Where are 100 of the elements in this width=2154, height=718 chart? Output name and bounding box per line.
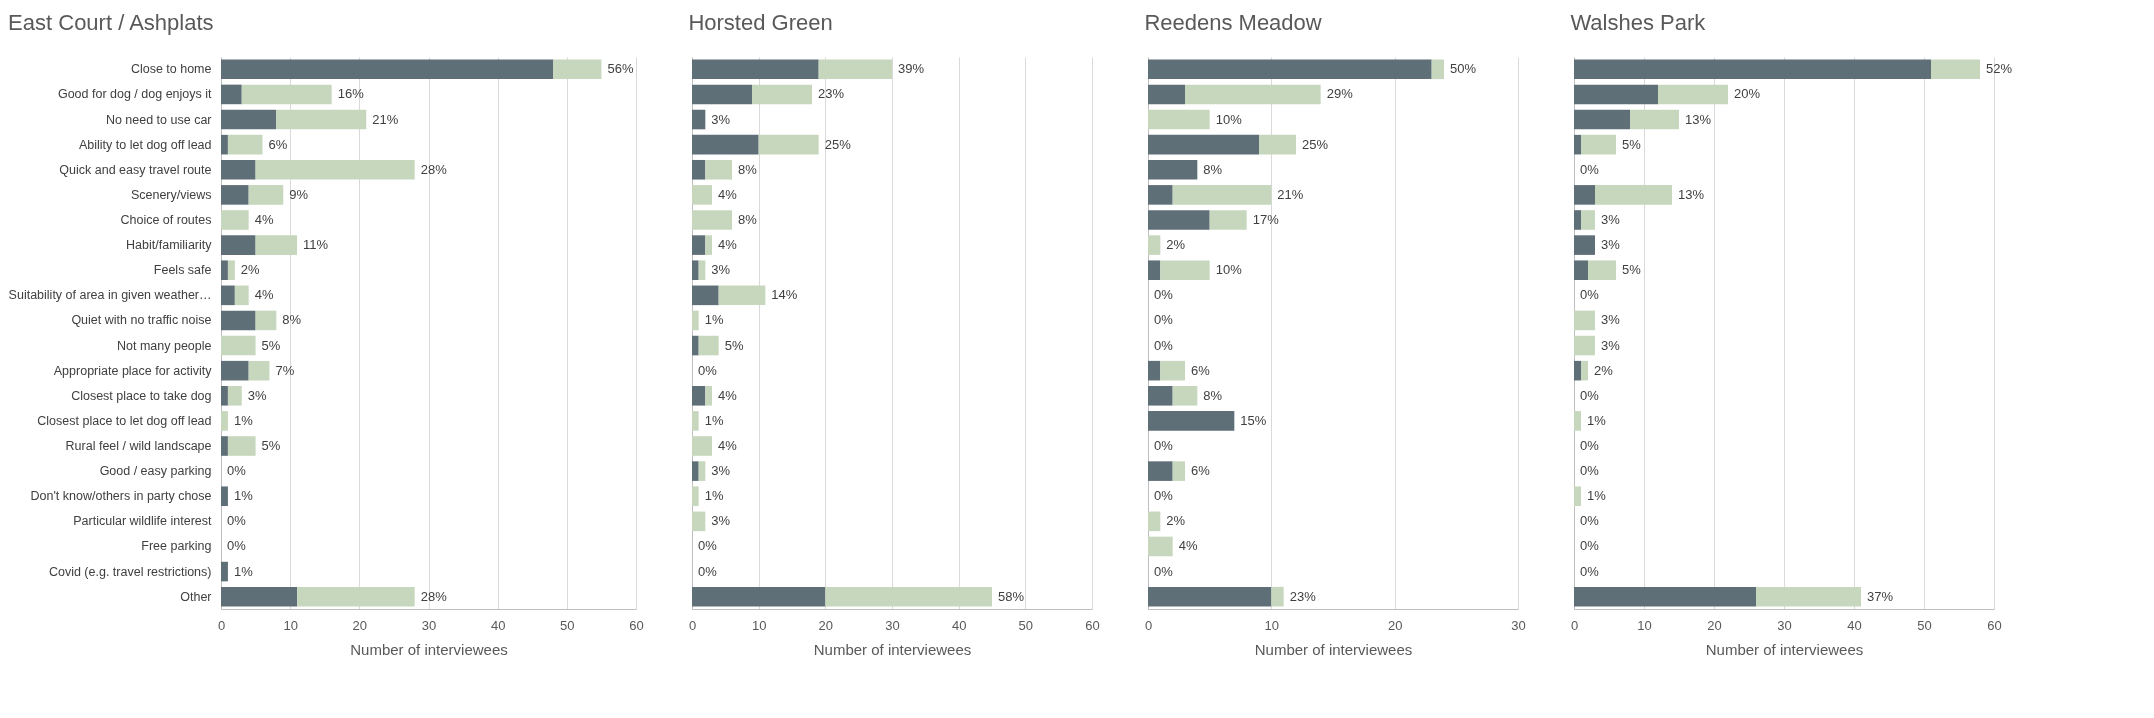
y-tick-label: Particular wildlife interest xyxy=(73,514,213,529)
annotation: 4% xyxy=(1178,538,1198,554)
annotation: 6% xyxy=(1191,362,1211,378)
annotation: 21% xyxy=(372,111,399,127)
x-tick-label: 20 xyxy=(1387,617,1403,633)
bar xyxy=(248,185,284,205)
annotation: 1% xyxy=(704,312,724,328)
annotation: 5% xyxy=(724,337,744,353)
x-tick-label: 40 xyxy=(1847,617,1862,633)
bar xyxy=(1259,134,1296,155)
bar xyxy=(752,84,812,105)
y-tick-label: Free parking xyxy=(141,539,212,554)
annotation: 0% xyxy=(1580,538,1600,554)
chart-title: Walshes Park xyxy=(1570,10,1707,35)
y-tick-label: Good for dog / dog enjoys it xyxy=(57,87,213,102)
bar xyxy=(705,385,712,406)
bar xyxy=(221,134,228,155)
x-tick-label: 30 xyxy=(1511,617,1526,633)
chart-title: Reedens Meadow xyxy=(1144,10,1322,35)
annotation: 8% xyxy=(1203,387,1223,403)
bar xyxy=(1160,260,1210,281)
x-tick-label: 20 xyxy=(352,617,368,633)
annotation: 0% xyxy=(1580,513,1600,529)
annotation: 4% xyxy=(718,438,738,454)
bar xyxy=(1148,159,1198,180)
bar xyxy=(1630,109,1679,130)
chart-title: East Court / Ashplats xyxy=(8,10,214,35)
annotation: 8% xyxy=(738,211,758,227)
annotation: 5% xyxy=(261,337,281,353)
bar xyxy=(1172,461,1185,481)
y-tick-label: Good / easy parking xyxy=(99,464,212,479)
bar xyxy=(1148,210,1210,230)
y-tick-label: Feels safe xyxy=(153,263,212,278)
bar xyxy=(1574,134,1581,155)
bar xyxy=(255,235,298,255)
bar xyxy=(1172,385,1198,406)
bar xyxy=(1271,586,1284,607)
bar xyxy=(1172,185,1272,205)
annotation: 1% xyxy=(233,563,254,579)
annotation: 9% xyxy=(289,186,309,202)
bar xyxy=(221,561,228,582)
bar xyxy=(221,235,256,255)
annotation: 0% xyxy=(698,538,718,554)
bar xyxy=(1148,185,1173,205)
bar xyxy=(705,159,732,180)
bar xyxy=(221,109,277,130)
bar xyxy=(1148,134,1259,155)
annotation: 3% xyxy=(711,262,731,278)
y-tick-label: Other xyxy=(180,589,212,604)
annotation: 0% xyxy=(1580,387,1600,403)
bar xyxy=(221,411,228,431)
annotation: 0% xyxy=(1580,438,1600,454)
bar xyxy=(1148,385,1173,406)
bar xyxy=(1574,310,1595,331)
bar xyxy=(1574,360,1581,381)
bar xyxy=(1931,59,1980,80)
annotation: 39% xyxy=(898,61,925,77)
annotation: 23% xyxy=(1289,588,1317,604)
x-axis-title: Number of interviewees xyxy=(1254,640,1413,658)
bar xyxy=(1574,84,1658,105)
x-tick-label: 20 xyxy=(1707,617,1722,633)
bar xyxy=(1148,411,1235,431)
bar xyxy=(227,385,242,406)
bar xyxy=(692,260,699,281)
annotation: 29% xyxy=(1326,86,1354,102)
bar xyxy=(1148,235,1161,255)
bar xyxy=(234,285,249,306)
bar xyxy=(718,285,766,306)
y-tick-label: Closest place to take dog xyxy=(71,388,212,403)
bar xyxy=(692,109,706,130)
bar xyxy=(1209,210,1247,230)
bar xyxy=(221,159,256,180)
x-tick-label: 10 xyxy=(283,617,298,633)
y-tick-label: Choice of routes xyxy=(120,212,212,227)
bar xyxy=(692,84,752,105)
annotation: 0% xyxy=(1154,337,1174,353)
bar xyxy=(221,84,242,105)
bar xyxy=(1160,360,1185,381)
bar xyxy=(692,436,712,456)
annotation: 1% xyxy=(1587,488,1607,504)
annotation: 13% xyxy=(1685,111,1712,127)
y-tick-label: Don't know/others in party chose xyxy=(30,489,212,504)
y-tick-label: Quiet with no traffic noise xyxy=(71,313,212,328)
bar xyxy=(255,310,277,331)
x-tick-label: 30 xyxy=(1777,617,1792,633)
bar xyxy=(221,335,256,356)
bar xyxy=(1148,461,1173,481)
annotation: 2% xyxy=(240,262,261,278)
chart-title: Horsted Green xyxy=(688,10,833,35)
annotation: 25% xyxy=(1302,136,1329,152)
bar xyxy=(1574,235,1595,255)
bar xyxy=(1574,210,1581,230)
bar xyxy=(227,436,256,456)
y-tick-label: Close to home xyxy=(130,62,212,77)
bar xyxy=(1581,134,1616,155)
bar xyxy=(692,385,706,406)
bar xyxy=(818,59,892,80)
y-tick-label: Ability to let dog off lead xyxy=(79,137,212,152)
annotation: 0% xyxy=(698,362,718,378)
annotation: 2% xyxy=(1594,362,1614,378)
